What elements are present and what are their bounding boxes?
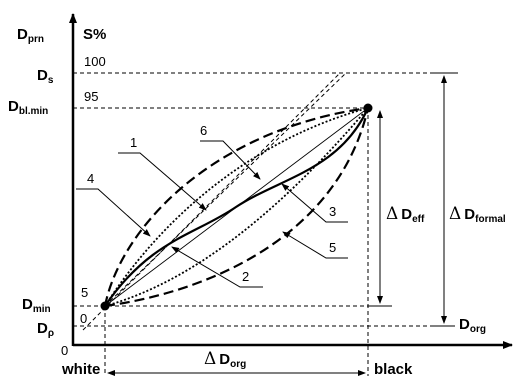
leader-3 bbox=[281, 183, 348, 223]
y-axis-percent-label: S% bbox=[83, 26, 106, 43]
percent-95: 95 bbox=[84, 89, 98, 104]
leader-5 bbox=[282, 231, 348, 259]
delta-formal-label: Δ Dformal bbox=[449, 204, 506, 225]
curve-label-5: 5 bbox=[329, 240, 336, 255]
dorg-label: Dorg bbox=[459, 316, 486, 335]
curve-label-4: 4 bbox=[87, 171, 94, 186]
leader-2 bbox=[171, 246, 263, 288]
black-label: black bbox=[374, 361, 413, 378]
dmin-label: Dmin bbox=[22, 296, 51, 315]
origin-label: 0 bbox=[61, 343, 68, 358]
curve-4 bbox=[103, 106, 369, 307]
curve-3 bbox=[104, 107, 370, 307]
drho-label: Dρ bbox=[37, 320, 54, 339]
curve-label-6: 6 bbox=[200, 123, 207, 138]
endpoint-black bbox=[363, 103, 373, 113]
leader-6 bbox=[200, 140, 261, 180]
ideal-slope-line bbox=[82, 72, 341, 331]
delta-eff-label: Δ Deff bbox=[386, 204, 425, 225]
curve-5 bbox=[104, 107, 370, 308]
percent-100: 100 bbox=[84, 54, 106, 69]
leader-1 bbox=[118, 152, 207, 211]
ds-label: Ds bbox=[37, 67, 54, 86]
white-label: white bbox=[61, 361, 100, 378]
leader-4 bbox=[76, 188, 151, 237]
percent-5: 5 bbox=[81, 285, 88, 300]
endpoint-white bbox=[100, 301, 110, 311]
y-axis-density-label: Dprn bbox=[17, 26, 44, 45]
curve-label-2: 2 bbox=[242, 269, 249, 284]
curve-6 bbox=[104, 107, 369, 307]
curve-2 bbox=[104, 107, 369, 307]
curve-label-1: 1 bbox=[130, 135, 137, 150]
curve-label-3: 3 bbox=[329, 204, 336, 219]
percent-0: 0 bbox=[80, 311, 87, 326]
dbl-label: Dbl.min bbox=[8, 98, 48, 117]
delta-org-label: Δ Dorg bbox=[204, 349, 246, 370]
